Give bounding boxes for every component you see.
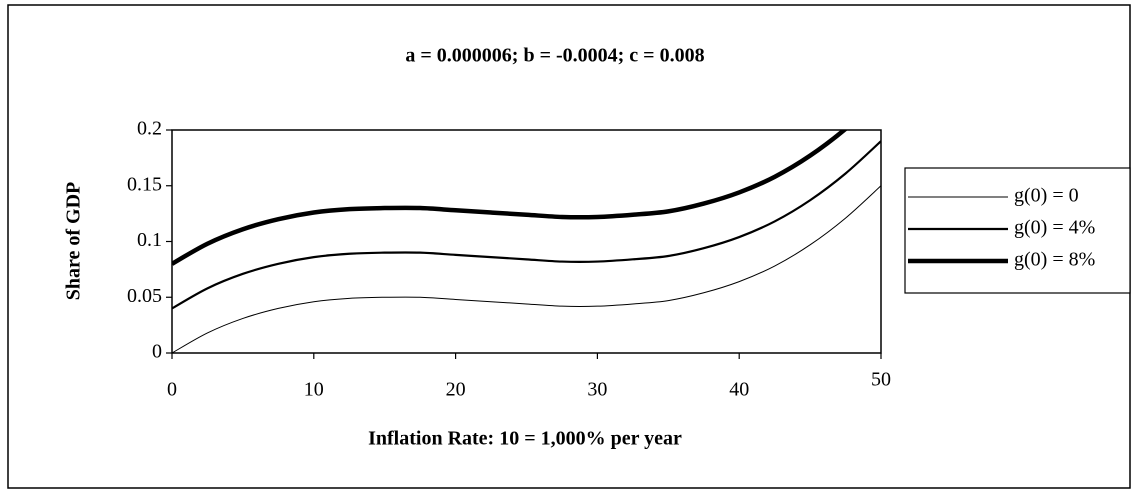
y-tick-label: 0 (152, 341, 162, 363)
x-tick-label: 30 (587, 379, 607, 401)
x-tick-label: 40 (729, 379, 749, 401)
x-tick-label: 10 (304, 379, 324, 401)
y-tick-label: 0.2 (137, 118, 162, 140)
chart-title: a = 0.000006; b = -0.0004; c = 0.008 (405, 45, 704, 67)
legend-box (904, 167, 1131, 294)
x-tick-label: 0 (167, 379, 177, 401)
x-tick-label: 50 (871, 369, 891, 391)
y-tick-label: 0.05 (127, 285, 162, 307)
series-line (172, 130, 848, 266)
series-line (172, 185, 881, 353)
x-axis-label: Inflation Rate: 10 = 1,000% per year (368, 428, 682, 450)
legend-label: g(0) = 4% (1014, 217, 1095, 239)
y-tick-label: 0.1 (137, 229, 162, 251)
series-line (172, 140, 881, 310)
y-axis-label: Share of GDP (63, 182, 85, 301)
y-tick-label: 0.15 (127, 173, 162, 195)
legend-label: g(0) = 0 (1014, 185, 1079, 207)
legend-label: g(0) = 8% (1014, 249, 1095, 271)
x-tick-label: 20 (446, 379, 466, 401)
plot-frame (171, 129, 882, 354)
